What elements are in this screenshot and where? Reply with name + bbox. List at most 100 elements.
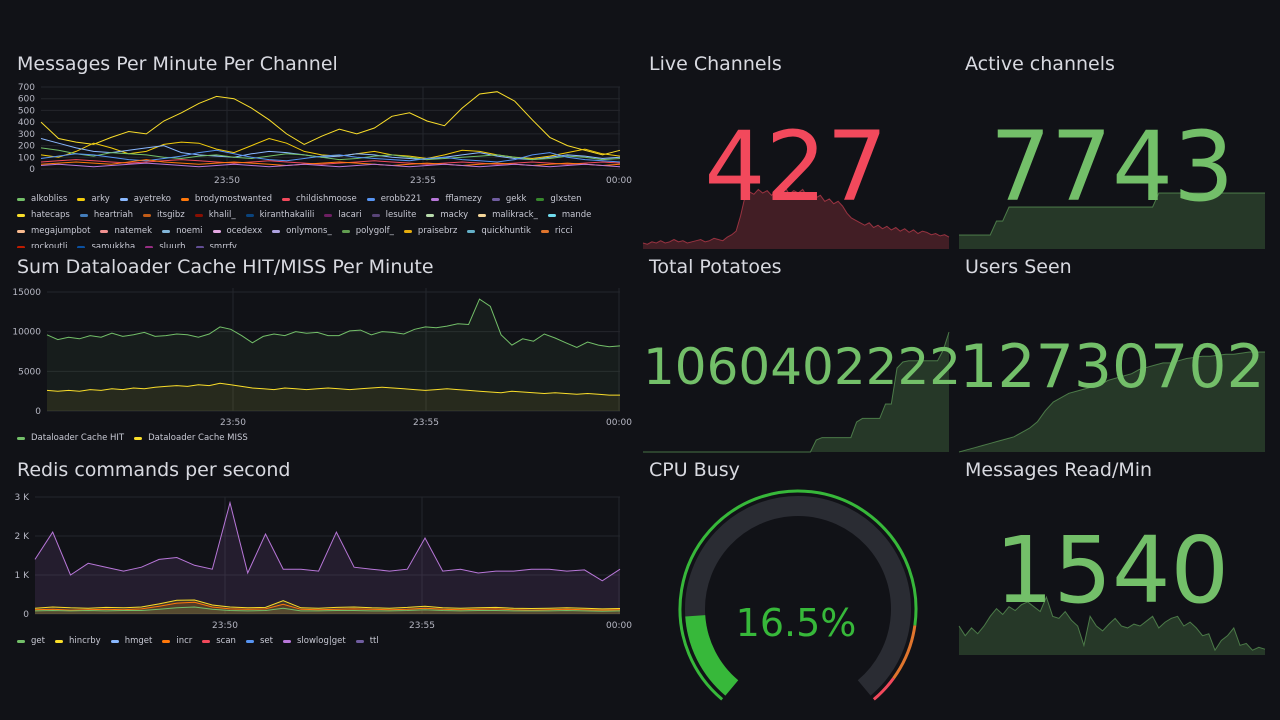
- legend-item[interactable]: slowlog|get: [282, 633, 346, 649]
- legend-item[interactable]: hincrby: [54, 633, 101, 649]
- legend-item[interactable]: sluurh: [145, 239, 186, 248]
- panel-title: Live Channels: [649, 53, 782, 75]
- legend-item[interactable]: khalil_: [194, 207, 236, 223]
- legend-item[interactable]: ocedexx: [212, 223, 262, 239]
- panel-redis-commands: Redis commands per second 0 1 K 2 K 3 K 23:5…: [15, 459, 633, 654]
- legend-item[interactable]: samukkha: [77, 239, 135, 248]
- legend-item[interactable]: gekk: [491, 191, 526, 207]
- gauge-threshold-red: [872, 677, 895, 701]
- total-potatoes-sparkline: [643, 331, 950, 453]
- series-area: [35, 607, 620, 614]
- legend-item[interactable]: fflamezy: [431, 191, 482, 207]
- legend-label: fflamezy: [445, 194, 482, 204]
- legend-item[interactable]: childishmoose: [281, 191, 357, 207]
- legend-label: lesulite: [385, 210, 417, 220]
- legend-swatch: [110, 639, 119, 643]
- legend-item[interactable]: ricci: [540, 223, 573, 239]
- y-tick-label: 3 K: [15, 493, 31, 503]
- legend-item[interactable]: malikrack_: [478, 207, 538, 223]
- legend-item[interactable]: smrrfy: [195, 239, 237, 248]
- legend-label: arky: [91, 194, 110, 204]
- legend-item[interactable]: get: [17, 633, 45, 649]
- legend-label: get: [31, 636, 45, 646]
- legend-item[interactable]: megajumpbot: [17, 223, 90, 239]
- legend-item[interactable]: onlymons_: [272, 223, 332, 239]
- legend-swatch: [17, 436, 25, 440]
- series-area: [47, 383, 620, 411]
- legend-item[interactable]: scan: [202, 633, 236, 649]
- legend-item[interactable]: macky: [426, 207, 468, 223]
- legend-label: polygolf_: [355, 226, 394, 236]
- active-channels-value: 7743: [989, 111, 1235, 223]
- legend-item[interactable]: heartriah: [79, 207, 133, 223]
- messages-read-sparkline: [958, 595, 1266, 655]
- legend-item[interactable]: set: [245, 633, 273, 649]
- chart-legend: get hincrby hmget incr scan set slowlog|get ttl: [17, 633, 617, 651]
- legend-label: ricci: [554, 226, 573, 236]
- y-tick-label: 100: [18, 153, 35, 163]
- legend-label: brodymostwanted: [194, 194, 272, 204]
- legend-item[interactable]: Dataloader Cache MISS: [134, 430, 248, 446]
- x-tick-label: 00:00: [606, 176, 632, 186]
- legend-label: scan: [216, 636, 236, 646]
- legend-item[interactable]: brodymostwanted: [180, 191, 272, 207]
- legend-item[interactable]: alkobliss: [17, 191, 67, 207]
- legend-item[interactable]: erobb221: [366, 191, 422, 207]
- legend-item[interactable]: incr: [162, 633, 192, 649]
- legend-label: slowlog|get: [296, 636, 346, 646]
- legend-label: natemek: [114, 226, 153, 236]
- legend-label: itsgibz: [156, 210, 185, 220]
- legend-item[interactable]: noemi: [162, 223, 203, 239]
- x-tick-label: 00:00: [606, 621, 632, 631]
- y-tick-label: 0: [35, 407, 41, 417]
- sparkline-area: [643, 332, 949, 452]
- legend-label: Dataloader Cache HIT: [31, 433, 125, 443]
- redis-commands-chart[interactable]: 0 1 K 2 K 3 K 23:50 23:55 00:00: [15, 491, 633, 631]
- legend-item[interactable]: arky: [77, 191, 110, 207]
- legend-item[interactable]: ayetreko: [119, 191, 171, 207]
- legend-item[interactable]: quickhuntik: [467, 223, 531, 239]
- legend-item[interactable]: praisebrz: [403, 223, 457, 239]
- users-seen-sparkline: [958, 351, 1265, 453]
- legend-label: samukkha: [91, 242, 136, 248]
- legend-item[interactable]: glxsten: [536, 191, 582, 207]
- legend-swatch: [162, 639, 171, 643]
- legend-swatch: [478, 213, 487, 217]
- legend-swatch: [403, 229, 412, 233]
- legend-item[interactable]: natemek: [100, 223, 152, 239]
- legend-swatch: [366, 197, 375, 201]
- legend-item[interactable]: lacari: [324, 207, 362, 223]
- legend-item[interactable]: itsgibz: [142, 207, 185, 223]
- legend-swatch: [540, 229, 549, 233]
- gauge-threshold-green: [678, 489, 918, 701]
- legend-label: khalil_: [208, 210, 236, 220]
- panel-messages-read: Messages Read/Min 1540: [958, 459, 1266, 655]
- gauge-track: [685, 496, 911, 696]
- y-tick-label: 10000: [12, 328, 41, 338]
- legend-label: incr: [176, 636, 193, 646]
- legend-swatch: [17, 639, 25, 643]
- cpu-busy-gauge: [678, 489, 918, 701]
- legend-swatch: [134, 436, 143, 440]
- panel-total-potatoes: Total Potatoes 1060402222: [643, 256, 961, 453]
- legend-item[interactable]: mande: [547, 207, 591, 223]
- legend-label: quickhuntik: [481, 226, 531, 236]
- legend-item[interactable]: rockoutli: [17, 239, 67, 248]
- legend-item[interactable]: kiranthakalili: [245, 207, 314, 223]
- legend-item[interactable]: ttl: [355, 633, 379, 649]
- series-line: [40, 162, 621, 168]
- legend-label: hatecaps: [31, 210, 70, 220]
- legend-item[interactable]: Dataloader Cache HIT: [17, 430, 124, 446]
- legend-swatch: [17, 245, 25, 248]
- legend-item[interactable]: polygolf_: [341, 223, 394, 239]
- legend-swatch: [281, 197, 290, 201]
- legend-item[interactable]: hmget: [110, 633, 152, 649]
- legend-swatch: [195, 245, 204, 248]
- panel-title: Sum Dataloader Cache HIT/MISS Per Minute: [17, 256, 434, 278]
- legend-swatch: [355, 639, 364, 643]
- legend-label: erobb221: [380, 194, 422, 204]
- legend-item[interactable]: hatecaps: [17, 207, 70, 223]
- legend-item[interactable]: lesulite: [371, 207, 417, 223]
- cache-hit-miss-chart[interactable]: 0 5000 10000 15000 23:50 23:55 00:00: [12, 288, 632, 428]
